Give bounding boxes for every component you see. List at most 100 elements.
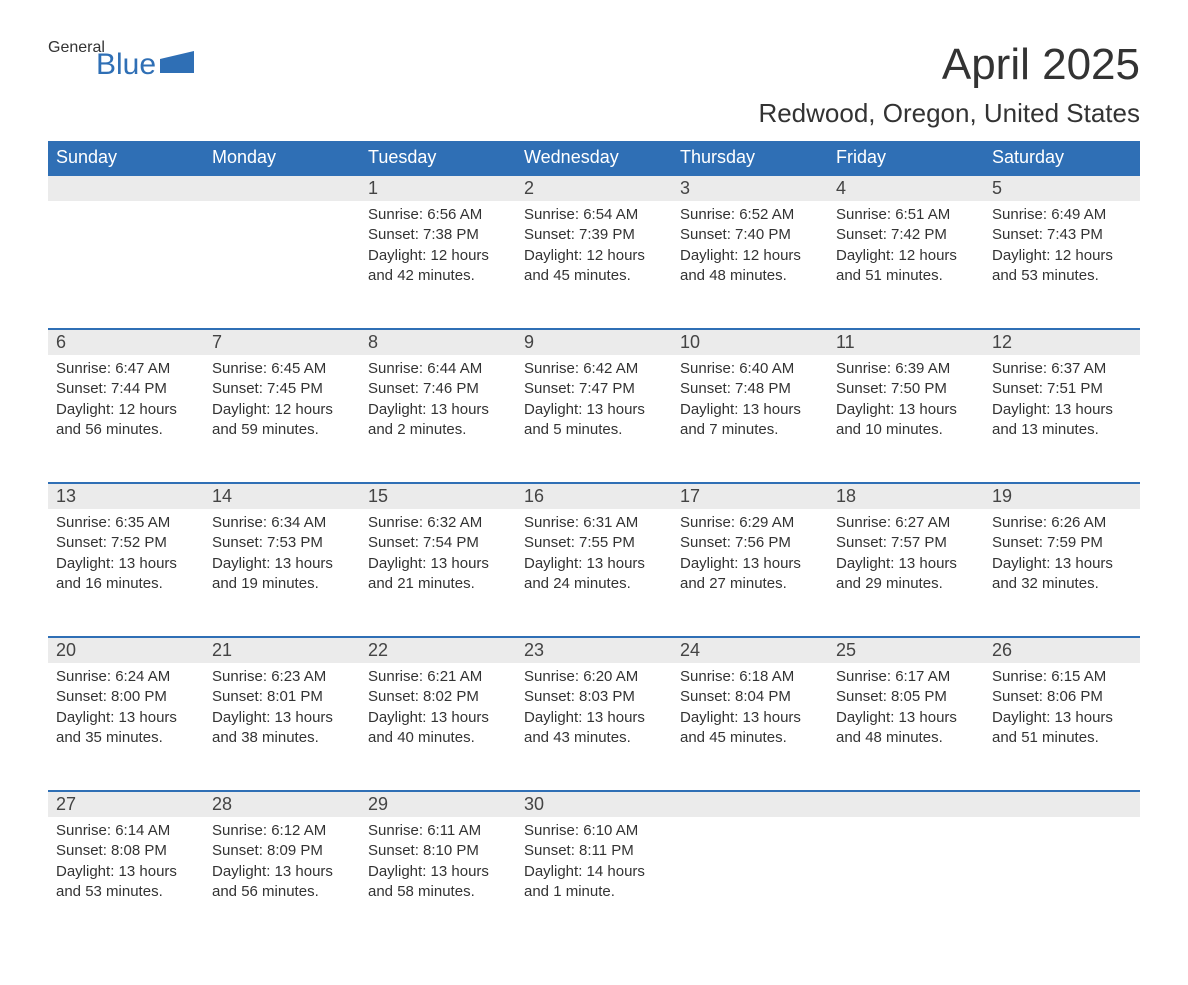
day-content: Sunrise: 6:42 AMSunset: 7:47 PMDaylight:…	[516, 355, 672, 452]
day-content: Sunrise: 6:52 AM Sunset: 7:40 PM Daylight:…	[672, 201, 828, 298]
day-number-cell: 12	[984, 329, 1140, 355]
day-number-cell: 7	[204, 329, 360, 355]
day-number-row: 20212223242526	[48, 637, 1140, 663]
daylight-line: Daylight: 13 hours and 43 minutes.	[524, 709, 645, 746]
sunrise-line: Sunrise: 6:15 AM	[992, 668, 1106, 685]
sunrise-line: Sunrise: 6:18 AM	[680, 668, 794, 685]
day-number-cell: 23	[516, 637, 672, 663]
daylight-line: Daylight: 12 hours and 51 minutes.	[836, 247, 957, 284]
sunrise-line: Sunrise: 6:54 AM	[524, 206, 638, 223]
day-number-cell: 26	[984, 637, 1140, 663]
day-content: Sunrise: 6:21 AMSunset: 8:02 PMDaylight:…	[360, 663, 516, 760]
day-content-row: Sunrise: 6:24 AM Sunset: 8:00 PM Daylight:…	[48, 663, 1140, 791]
day-content: Sunrise: 6:54 AMSunset: 7:39 PMDaylight:…	[516, 201, 672, 298]
sunset-line: Sunset: 7:40 PM	[680, 226, 791, 243]
sunrise-line: Sunrise: 6:37 AM	[992, 360, 1106, 377]
day-content: Sunrise: 6:23 AMSunset: 8:01 PMDaylight:…	[204, 663, 360, 760]
sunset-line: Sunset: 7:51 PM	[992, 380, 1103, 397]
sunset-line: Sunset: 7:54 PM	[368, 534, 479, 551]
day-number-cell: 21	[204, 637, 360, 663]
day-cell: Sunrise: 6:31 AMSunset: 7:55 PMDaylight:…	[516, 509, 672, 637]
day-cell: Sunrise: 6:56 AMSunset: 7:38 PMDaylight:…	[360, 201, 516, 329]
day-number-cell: 11	[828, 329, 984, 355]
day-number-cell: 9	[516, 329, 672, 355]
day-cell	[672, 817, 828, 945]
sunrise-line: Sunrise: 6:24 AM	[56, 668, 170, 685]
day-content: Sunrise: 6:14 AMSunset: 8:08 PMDaylight:…	[48, 817, 204, 914]
sunrise-line: Sunrise: 6:34 AM	[212, 514, 326, 531]
day-number-cell: 3	[672, 175, 828, 201]
sunset-line: Sunset: 8:03 PM	[524, 688, 635, 705]
day-number-cell: 30	[516, 791, 672, 817]
day-number-cell: 16	[516, 483, 672, 509]
sunrise-line: Sunrise: 6:12 AM	[212, 822, 326, 839]
sunset-line: Sunset: 7:46 PM	[368, 380, 479, 397]
day-content: Sunrise: 6:56 AMSunset: 7:38 PMDaylight:…	[360, 201, 516, 298]
daylight-line: Daylight: 13 hours and 5 minutes.	[524, 401, 645, 438]
weekday-header: Monday	[204, 141, 360, 175]
sunset-line: Sunset: 7:57 PM	[836, 534, 947, 551]
day-cell: Sunrise: 6:11 AMSunset: 8:10 PMDaylight:…	[360, 817, 516, 945]
day-cell: Sunrise: 6:51 AMSunset: 7:42 PMDaylight:…	[828, 201, 984, 329]
sunset-line: Sunset: 8:04 PM	[680, 688, 791, 705]
sunrise-line: Sunrise: 6:39 AM	[836, 360, 950, 377]
day-cell: Sunrise: 6:23 AMSunset: 8:01 PMDaylight:…	[204, 663, 360, 791]
day-number-cell: 6	[48, 329, 204, 355]
day-cell: Sunrise: 6:29 AMSunset: 7:56 PMDaylight:…	[672, 509, 828, 637]
daylight-line: Daylight: 13 hours and 56 minutes.	[212, 863, 333, 900]
sunrise-line: Sunrise: 6:32 AM	[368, 514, 482, 531]
sunrise-line: Sunrise: 6:31 AM	[524, 514, 638, 531]
sunset-line: Sunset: 8:00 PM	[56, 688, 167, 705]
sunrise-line: Sunrise: 6:35 AM	[56, 514, 170, 531]
day-number-cell: 18	[828, 483, 984, 509]
daylight-line: Daylight: 13 hours and 16 minutes.	[56, 555, 177, 592]
day-content: Sunrise: 6:31 AMSunset: 7:55 PMDaylight:…	[516, 509, 672, 606]
header: General Blue April 2025	[48, 40, 1140, 90]
day-number-cell: 15	[360, 483, 516, 509]
sunrise-line: Sunrise: 6:52 AM	[680, 206, 794, 223]
daylight-line: Daylight: 13 hours and 45 minutes.	[680, 709, 801, 746]
daylight-line: Daylight: 14 hours and 1 minute.	[524, 863, 645, 900]
daylight-line: Daylight: 13 hours and 13 minutes.	[992, 401, 1113, 438]
day-number-cell: 1	[360, 175, 516, 201]
daylight-line: Daylight: 13 hours and 29 minutes.	[836, 555, 957, 592]
day-cell: Sunrise: 6:21 AMSunset: 8:02 PMDaylight:…	[360, 663, 516, 791]
day-cell: Sunrise: 6:52 AM Sunset: 7:40 PM Daylight:…	[672, 201, 828, 329]
day-content: Sunrise: 6:15 AMSunset: 8:06 PMDaylight:…	[984, 663, 1140, 760]
day-number-row: 6789101112	[48, 329, 1140, 355]
sunrise-line: Sunrise: 6:17 AM	[836, 668, 950, 685]
day-cell: Sunrise: 6:14 AMSunset: 8:08 PMDaylight:…	[48, 817, 204, 945]
sunrise-line: Sunrise: 6:51 AM	[836, 206, 950, 223]
day-content: Sunrise: 6:45 AMSunset: 7:45 PMDaylight:…	[204, 355, 360, 452]
daylight-line: Daylight: 13 hours and 27 minutes.	[680, 555, 801, 592]
day-cell: Sunrise: 6:42 AMSunset: 7:47 PMDaylight:…	[516, 355, 672, 483]
sunrise-line: Sunrise: 6:23 AM	[212, 668, 326, 685]
day-cell	[204, 201, 360, 329]
day-content: Sunrise: 6:47 AMSunset: 7:44 PMDaylight:…	[48, 355, 204, 452]
day-cell: Sunrise: 6:40 AMSunset: 7:48 PMDaylight:…	[672, 355, 828, 483]
day-number-cell: 10	[672, 329, 828, 355]
day-cell: Sunrise: 6:35 AMSunset: 7:52 PMDaylight:…	[48, 509, 204, 637]
day-cell: Sunrise: 6:39 AMSunset: 7:50 PMDaylight:…	[828, 355, 984, 483]
day-number-cell: 2	[516, 175, 672, 201]
daylight-line: Daylight: 12 hours and 56 minutes.	[56, 401, 177, 438]
daylight-line: Daylight: 12 hours and 45 minutes.	[524, 247, 645, 284]
sunrise-line: Sunrise: 6:14 AM	[56, 822, 170, 839]
daylight-line: Daylight: 13 hours and 53 minutes.	[56, 863, 177, 900]
daylight-line: Daylight: 13 hours and 24 minutes.	[524, 555, 645, 592]
sunrise-line: Sunrise: 6:26 AM	[992, 514, 1106, 531]
daylight-line: Daylight: 12 hours and 48 minutes.	[680, 247, 801, 284]
day-content-row: Sunrise: 6:56 AMSunset: 7:38 PMDaylight:…	[48, 201, 1140, 329]
day-content: Sunrise: 6:35 AMSunset: 7:52 PMDaylight:…	[48, 509, 204, 606]
day-number-cell: 28	[204, 791, 360, 817]
daylight-line: Daylight: 13 hours and 51 minutes.	[992, 709, 1113, 746]
day-number-cell	[204, 175, 360, 201]
day-cell: Sunrise: 6:32 AMSunset: 7:54 PMDaylight:…	[360, 509, 516, 637]
day-cell: Sunrise: 6:47 AMSunset: 7:44 PMDaylight:…	[48, 355, 204, 483]
sunset-line: Sunset: 8:02 PM	[368, 688, 479, 705]
day-number-cell: 25	[828, 637, 984, 663]
day-cell: Sunrise: 6:34 AMSunset: 7:53 PMDaylight:…	[204, 509, 360, 637]
sunset-line: Sunset: 7:43 PM	[992, 226, 1103, 243]
daylight-line: Daylight: 13 hours and 38 minutes.	[212, 709, 333, 746]
day-content: Sunrise: 6:51 AMSunset: 7:42 PMDaylight:…	[828, 201, 984, 298]
